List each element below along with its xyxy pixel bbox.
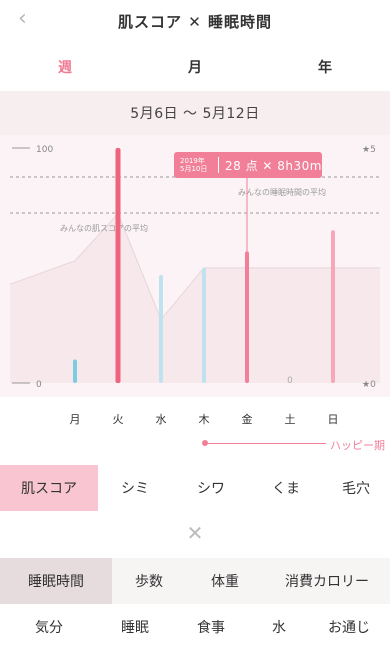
- tab-sleep[interactable]: 睡眠: [121, 620, 149, 636]
- secondary-metric-tabs: 睡眠時間 歩数 体重 消費カロリー: [0, 558, 390, 604]
- day-label: 水: [155, 413, 167, 426]
- extra-metric-tabs: 気分 睡眠 食事 水 お通じ: [0, 604, 390, 650]
- day-label: 日: [327, 413, 339, 426]
- legend-line: [206, 443, 326, 444]
- annotation-avg-score: みんなの肌スコアの平均: [60, 223, 148, 233]
- day-label: 木: [198, 413, 210, 426]
- y-label-bottom: 0: [36, 380, 42, 390]
- day-label: 金: [241, 413, 253, 426]
- tab-weight[interactable]: 体重: [211, 574, 239, 590]
- tab-skin-score[interactable]: 肌スコア: [0, 465, 98, 511]
- bar-chart: 100 0 ★5 ★0 みんなの肌スコアの平均 みんなの睡眠時間の平均 0: [9, 145, 380, 390]
- y-label-top: 100: [36, 145, 53, 155]
- tab-steps[interactable]: 歩数: [135, 574, 163, 590]
- date-range: 5月6日 〜 5月12日: [0, 91, 390, 135]
- annotation-avg-sleep: みんなの睡眠時間の平均: [238, 187, 326, 197]
- day-axis: 月火水木金土日: [0, 397, 390, 437]
- tab-spots[interactable]: シミ: [121, 481, 149, 497]
- chart-area[interactable]: 100 0 ★5 ★0 みんなの肌スコアの平均 みんなの睡眠時間の平均 0: [0, 135, 390, 397]
- chart-tooltip: 2019年 5月10日 28 点 ✕ 8h30m: [174, 152, 322, 178]
- cross-icon: ✕: [186, 521, 204, 545]
- tooltip-separator: [218, 157, 219, 173]
- day-label: 火: [112, 413, 124, 426]
- tooltip-value: 28 点 ✕ 8h30m: [225, 158, 322, 173]
- bar-6: [331, 230, 335, 383]
- bar-4: [245, 251, 249, 383]
- legend-label: ハッピー期: [330, 439, 385, 452]
- tab-water[interactable]: 水: [272, 620, 286, 636]
- tab-bowel[interactable]: お通じ: [328, 620, 370, 636]
- average-area: [10, 213, 380, 383]
- y-right-label-top: ★5: [362, 145, 376, 155]
- legend-dot: [202, 440, 208, 446]
- period-tabs: 週 月 年: [0, 44, 390, 90]
- tab-month[interactable]: 月: [188, 60, 202, 76]
- tab-meal[interactable]: 食事: [197, 620, 225, 636]
- y-right-label-bottom: ★0: [362, 380, 376, 390]
- tooltip-year: 2019年: [180, 157, 205, 165]
- bar-zero-label: 0: [287, 376, 293, 386]
- tab-dark-circles[interactable]: くま: [272, 481, 300, 497]
- header: ‹ 肌スコア ✕ 睡眠時間: [0, 0, 390, 42]
- tab-week[interactable]: 週: [58, 60, 72, 76]
- day-label: 土: [284, 413, 296, 426]
- tab-mood[interactable]: 気分: [35, 620, 63, 636]
- bar-1: [115, 148, 121, 383]
- day-label: 月: [69, 413, 81, 426]
- legend: ハッピー期: [202, 437, 390, 453]
- tab-calories[interactable]: 消費カロリー: [285, 574, 369, 590]
- page-title: 肌スコア ✕ 睡眠時間: [117, 12, 272, 31]
- bar-0: [73, 359, 77, 383]
- back-chevron-icon[interactable]: ‹: [18, 6, 27, 31]
- bar-3: [202, 267, 206, 383]
- tab-wrinkles[interactable]: シワ: [197, 481, 225, 497]
- tab-year[interactable]: 年: [318, 60, 332, 76]
- bar-2: [159, 274, 163, 383]
- tab-pores[interactable]: 毛穴: [342, 481, 370, 497]
- tab-sleep-time[interactable]: 睡眠時間: [0, 558, 112, 604]
- tooltip-date: 5月10日: [180, 165, 208, 173]
- metric-tabs: 肌スコア シミ シワ くま 毛穴: [0, 465, 390, 511]
